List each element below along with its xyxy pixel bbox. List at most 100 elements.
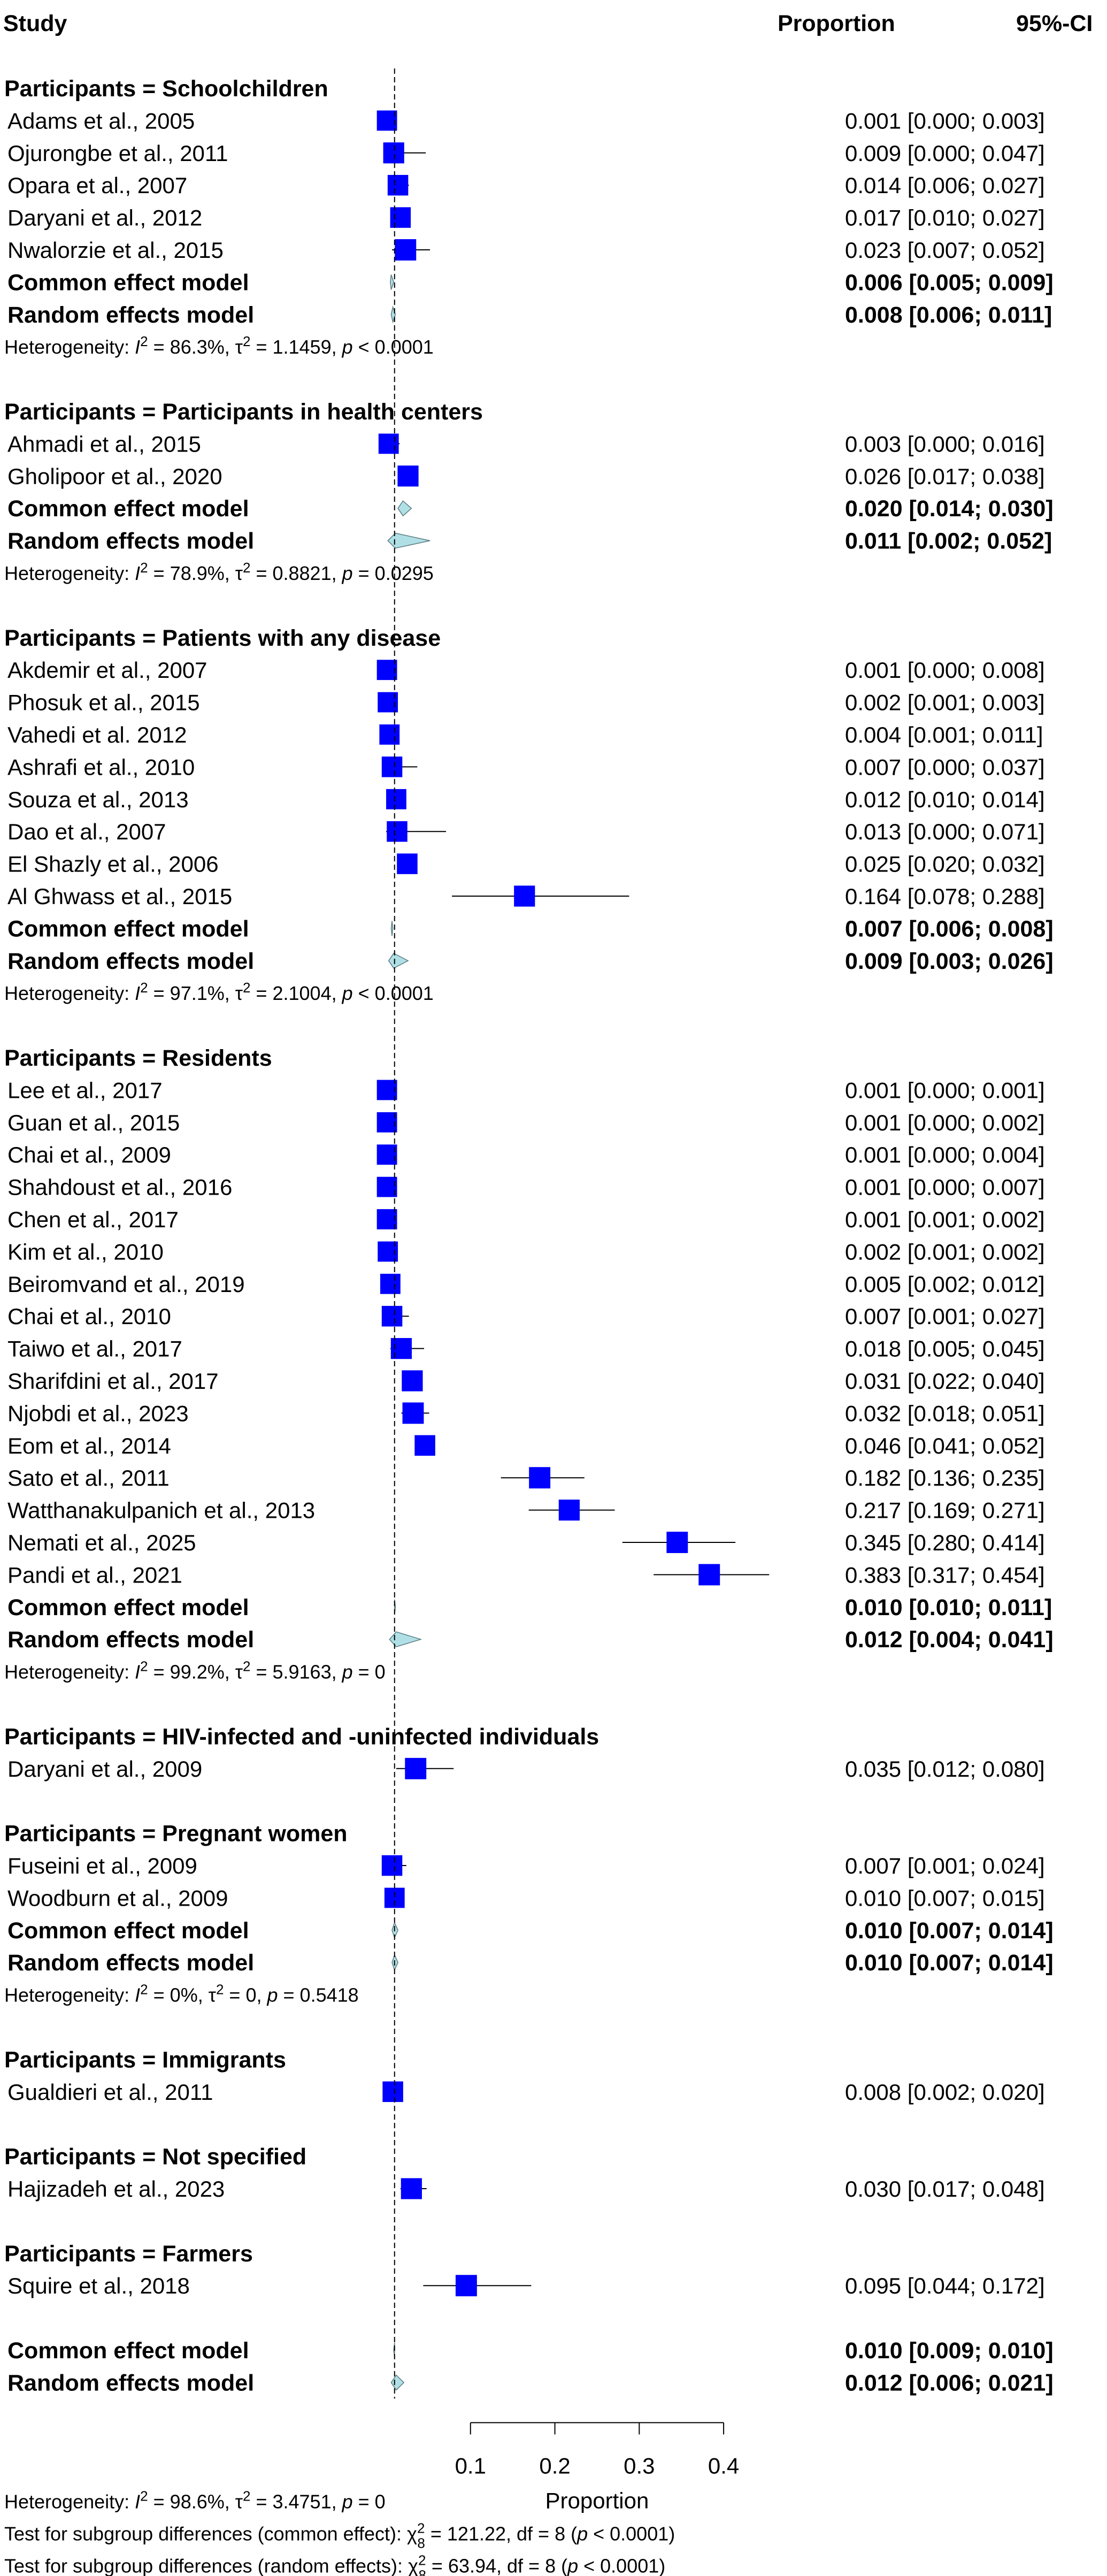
common-effect-label: Common effect model bbox=[7, 496, 249, 522]
chi-symbol: χ bbox=[403, 2555, 418, 2576]
study-name: Chen et al., 2017 bbox=[7, 1207, 179, 1232]
study-ci-text: 0.018 [0.005; 0.045] bbox=[845, 1336, 1045, 1362]
equals-sign: = bbox=[148, 1984, 170, 2006]
study-name: Sato et al., 2011 bbox=[7, 1465, 170, 1490]
study-name: Taiwo et al., 2017 bbox=[7, 1336, 182, 1362]
superscript-two: 2 bbox=[140, 980, 148, 996]
common-effect-ci-text: 0.007 [0.006; 0.008] bbox=[845, 916, 1054, 942]
tau-squared-value: 5.9163 bbox=[272, 1661, 331, 1683]
i-squared-symbol: I bbox=[135, 562, 140, 584]
study-weight-box bbox=[376, 1144, 397, 1165]
i-squared-symbol: I bbox=[135, 336, 140, 358]
study-weight-box bbox=[414, 1435, 435, 1456]
tau-symbol: , τ bbox=[225, 562, 243, 584]
tau-symbol: , τ bbox=[225, 982, 243, 1004]
study-name: Vahedi et al. 2012 bbox=[7, 722, 187, 747]
study-name: Fuseini et al., 2009 bbox=[7, 1853, 197, 1878]
subscript-df: 8 bbox=[417, 2535, 425, 2551]
subgroup-label: Participants = Immigrants bbox=[4, 2047, 286, 2073]
equals-sign: = bbox=[250, 336, 272, 358]
p-value: < 0.0001 bbox=[578, 2555, 659, 2576]
equals-sign: = bbox=[148, 1661, 170, 1683]
study-ci-text: 0.001 [0.000; 0.007] bbox=[845, 1175, 1045, 1200]
p-symbol: p bbox=[576, 2523, 588, 2544]
study-ci-text: 0.182 [0.136; 0.235] bbox=[845, 1465, 1045, 1490]
p-symbol: p bbox=[266, 1984, 278, 2006]
study-weight-box bbox=[381, 1305, 403, 1327]
study-ci-text: 0.001 [0.000; 0.001] bbox=[845, 1077, 1045, 1103]
x-axis-tick-label: 0.1 bbox=[455, 2453, 486, 2478]
study-weight-box bbox=[383, 142, 404, 164]
study-name: Dao et al., 2007 bbox=[7, 819, 166, 844]
random-effects-diamond bbox=[387, 532, 430, 549]
common-effect-diamond bbox=[397, 500, 412, 517]
superscript-two: 2 bbox=[243, 1658, 250, 1675]
x-axis-tick-label: 0.3 bbox=[624, 2453, 655, 2478]
p-value: = 0 bbox=[353, 2490, 386, 2512]
heterogeneity-text: Heterogeneity: I2 = 0%, τ2 = 0, p = 0.54… bbox=[4, 1982, 359, 2006]
random-effects-ci-text: 0.012 [0.004; 0.041] bbox=[845, 1627, 1054, 1653]
study-name: Kim et al., 2010 bbox=[7, 1239, 164, 1264]
superscript-two: 2 bbox=[140, 333, 148, 349]
study-weight-box bbox=[390, 1338, 412, 1359]
study-ci-text: 0.001 [0.000; 0.002] bbox=[845, 1110, 1045, 1135]
study-name: Sharifdini et al., 2017 bbox=[7, 1369, 219, 1394]
random-effects-diamond bbox=[388, 952, 409, 969]
x-axis-tick-label: 0.4 bbox=[708, 2453, 739, 2478]
tau-squared-value: 3.4751 bbox=[272, 2490, 331, 2512]
tau-squared-value: 2.1004 bbox=[272, 982, 331, 1004]
study-ci-text: 0.345 [0.280; 0.414] bbox=[845, 1530, 1045, 1555]
subgroup-label: Participants = Not specified bbox=[4, 2144, 306, 2170]
common-effect-diamond bbox=[390, 921, 394, 936]
study-weight-box bbox=[397, 853, 418, 874]
separator: , bbox=[332, 562, 342, 584]
study-ci-text: 0.012 [0.010; 0.014] bbox=[845, 787, 1045, 812]
study-name: Gholipoor et al., 2020 bbox=[7, 464, 222, 489]
study-weight-box bbox=[380, 1273, 401, 1294]
study-weight-box bbox=[376, 110, 397, 131]
study-ci-text: 0.007 [0.001; 0.027] bbox=[845, 1304, 1045, 1329]
study-name: Woodburn et al., 2009 bbox=[7, 1885, 228, 1910]
random-effects-label: Random effects model bbox=[7, 949, 254, 974]
overall-random-effects-diamond bbox=[390, 2374, 405, 2391]
study-weight-box bbox=[514, 885, 535, 907]
study-weight-box bbox=[387, 174, 409, 196]
x-axis-title: Proportion bbox=[545, 2488, 649, 2513]
tau-symbol: , τ bbox=[225, 2490, 243, 2512]
study-ci-text: 0.002 [0.001; 0.003] bbox=[845, 690, 1045, 715]
study-name: Daryani et al., 2009 bbox=[7, 1756, 202, 1782]
study-ci-text: 0.013 [0.000; 0.071] bbox=[845, 819, 1045, 844]
p-value: < 0.0001 bbox=[588, 2523, 668, 2544]
study-name: Lee et al., 2017 bbox=[7, 1077, 163, 1103]
study-name: Adams et al., 2005 bbox=[7, 108, 195, 133]
study-weight-box bbox=[405, 1757, 427, 1779]
study-weight-box bbox=[378, 433, 399, 454]
superscript-two: 2 bbox=[140, 2488, 148, 2504]
equals-sign: = bbox=[148, 2490, 170, 2512]
i-squared-value: 86.3% bbox=[170, 336, 225, 358]
separator: , bbox=[332, 982, 342, 1004]
study-ci-text: 0.023 [0.007; 0.052] bbox=[845, 238, 1045, 263]
equals-sign: = bbox=[148, 336, 170, 358]
i-squared-symbol: I bbox=[135, 1661, 140, 1683]
study-name: Pandi et al., 2021 bbox=[7, 1562, 182, 1587]
subgroup-test-label: Test for subgroup differences (random ef… bbox=[4, 2555, 403, 2576]
chi-statistic: = 63.94, df = 8 ( bbox=[426, 2555, 567, 2576]
heterogeneity-text: Heterogeneity: I2 = 98.6%, τ2 = 3.4751, … bbox=[4, 2488, 386, 2512]
heterogeneity-prefix: Heterogeneity: bbox=[4, 982, 135, 1004]
study-ci-text: 0.003 [0.000; 0.016] bbox=[845, 431, 1045, 456]
separator: , bbox=[332, 1661, 342, 1683]
separator: , bbox=[332, 2490, 342, 2512]
study-name: Chai et al., 2009 bbox=[7, 1142, 171, 1167]
tau-squared-value: 0.8821 bbox=[272, 562, 331, 584]
study-name: Ashrafi et al., 2010 bbox=[7, 754, 195, 779]
superscript-two: 2 bbox=[243, 980, 250, 996]
random-effects-diamond bbox=[389, 1631, 422, 1648]
heterogeneity-prefix: Heterogeneity: bbox=[4, 336, 135, 358]
i-squared-value: 0% bbox=[170, 1984, 198, 2006]
i-squared-value: 78.9% bbox=[170, 562, 225, 584]
study-ci-text: 0.025 [0.020; 0.032] bbox=[845, 852, 1045, 877]
superscript-two: 2 bbox=[216, 1982, 224, 1998]
equals-sign: = bbox=[250, 562, 272, 584]
random-effects-ci-text: 0.010 [0.007; 0.014] bbox=[845, 1950, 1054, 1976]
